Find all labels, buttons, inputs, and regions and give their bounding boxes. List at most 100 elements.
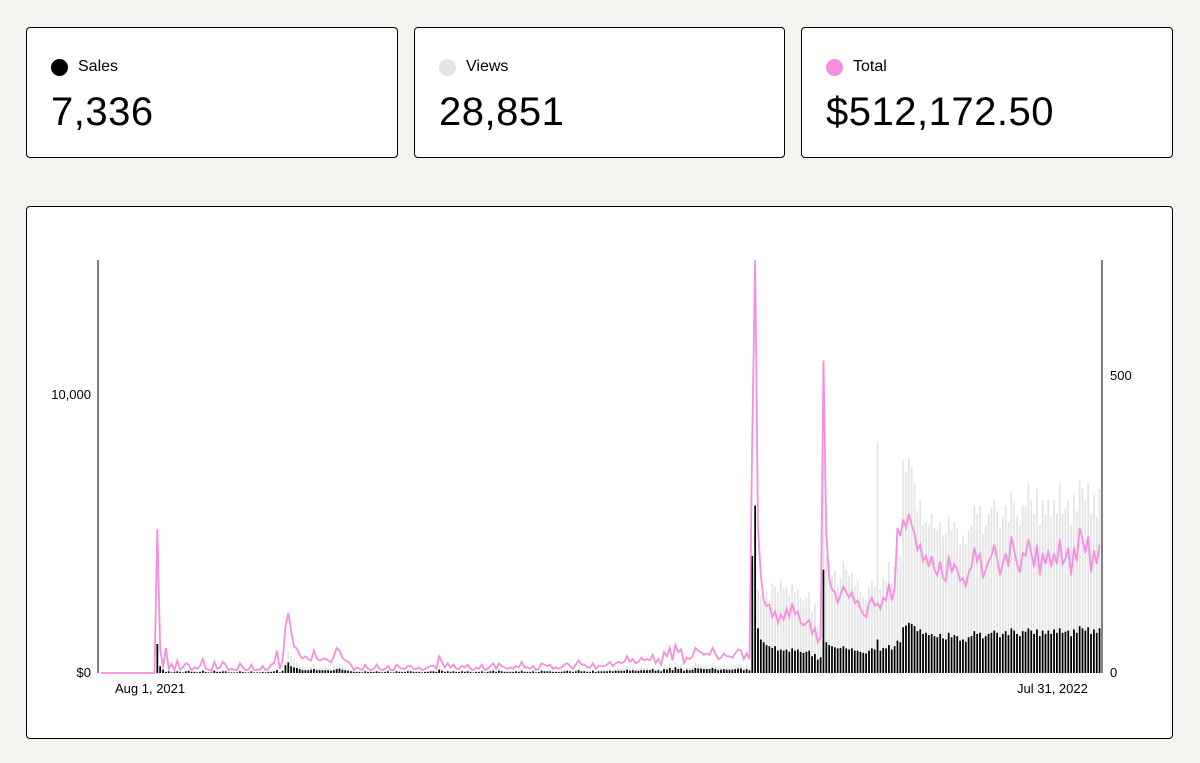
sales-bar	[811, 656, 813, 673]
views-bar	[1067, 499, 1070, 673]
sales-bar	[307, 670, 310, 673]
views-bar	[865, 600, 868, 673]
sales-bar	[771, 647, 774, 673]
sales-bar	[600, 671, 603, 673]
sales-bar	[848, 649, 850, 673]
views-bar	[779, 580, 782, 673]
views-bar	[543, 669, 546, 673]
views-bar	[1027, 483, 1030, 673]
sales-bar	[563, 671, 566, 673]
sales-bar	[822, 569, 825, 673]
sales-bar	[367, 671, 369, 673]
sales-bar	[1084, 630, 1087, 673]
sales-bars-group	[156, 505, 1101, 673]
sales-bar	[364, 671, 367, 673]
views-bar	[680, 663, 683, 673]
sales-bar	[381, 672, 384, 673]
sales-bar	[438, 669, 441, 673]
total-line	[100, 259, 1101, 674]
views-bar	[959, 544, 961, 673]
sales-bar	[722, 669, 725, 673]
sales-bar	[441, 670, 443, 673]
views-bar	[350, 669, 352, 673]
views-bar	[868, 586, 870, 673]
sales-bar	[463, 671, 466, 673]
sales-bar	[241, 671, 244, 673]
sales-bar	[956, 636, 959, 673]
sales-bar	[452, 671, 455, 673]
sales-bar	[623, 670, 626, 673]
views-bar	[939, 522, 942, 673]
sales-bar	[412, 671, 415, 673]
views-label: Views	[466, 58, 509, 75]
sales-bar	[990, 632, 993, 673]
sales-bar	[629, 670, 631, 673]
sales-bar	[808, 650, 811, 673]
sales-bar	[962, 639, 964, 673]
sales-bar	[301, 670, 304, 673]
sales-bar	[1027, 628, 1030, 673]
views-bar	[697, 664, 700, 673]
views-bar	[1024, 505, 1027, 673]
views-bar	[796, 589, 799, 673]
views-bar	[759, 594, 762, 673]
total-dot-icon	[826, 58, 843, 76]
sales-legend[interactable]: Sales	[51, 58, 118, 76]
sales-bar	[492, 670, 495, 673]
sales-bar	[378, 671, 381, 673]
views-bar	[964, 544, 967, 673]
sales-bar	[199, 671, 201, 673]
sales-bar	[162, 669, 164, 673]
sales-bar	[261, 671, 264, 673]
sales-bar	[742, 670, 745, 673]
sales-bar	[597, 671, 600, 673]
sales-bar	[509, 671, 512, 673]
views-legend[interactable]: Views	[439, 58, 508, 76]
views-bar	[1090, 513, 1092, 673]
views-bar	[668, 662, 671, 673]
sales-bar	[273, 671, 275, 673]
sales-bar	[782, 650, 785, 673]
sales-bar	[267, 671, 270, 673]
combo-chart[interactable]: 10,000 $0 500 0 Aug 1, 2021 Jul 31, 2022	[27, 207, 1173, 739]
sales-bar	[882, 647, 885, 673]
total-legend[interactable]: Total	[826, 58, 887, 76]
sales-bar	[469, 671, 472, 673]
sales-bar	[569, 671, 571, 673]
sales-bar	[361, 672, 364, 673]
sales-bar	[1036, 629, 1038, 673]
sales-bar	[372, 671, 375, 673]
sales-bar	[868, 650, 870, 673]
sales-bar	[899, 642, 902, 673]
views-bar	[765, 592, 768, 673]
sales-bar	[927, 635, 930, 673]
sales-bar	[925, 632, 927, 673]
sales-bar	[210, 672, 213, 673]
sales-bar	[560, 671, 563, 673]
sales-bar	[552, 671, 554, 673]
views-bar	[896, 544, 899, 673]
left-tick-0: $0	[77, 665, 91, 680]
sales-bar	[500, 671, 503, 673]
right-tick-500: 500	[1110, 368, 1132, 383]
sales-bar	[614, 670, 617, 673]
sales-bar	[754, 505, 757, 673]
views-bar	[762, 597, 765, 673]
sales-bar	[557, 671, 560, 673]
sales-card: Sales 7,336	[26, 27, 398, 158]
sales-bar	[276, 670, 278, 673]
sales-bar	[256, 672, 258, 673]
sales-bar	[480, 671, 483, 673]
sales-bar	[714, 669, 717, 673]
views-bar	[916, 511, 919, 673]
sales-bar	[993, 630, 996, 673]
views-bar	[293, 658, 295, 673]
sales-bar	[902, 627, 905, 673]
views-bar	[674, 661, 677, 673]
sales-bar	[1078, 626, 1081, 673]
views-bar	[1058, 483, 1061, 673]
sales-bar	[458, 671, 460, 673]
sales-bar	[964, 641, 967, 673]
sales-bar	[332, 670, 335, 673]
sales-bar	[170, 672, 173, 673]
